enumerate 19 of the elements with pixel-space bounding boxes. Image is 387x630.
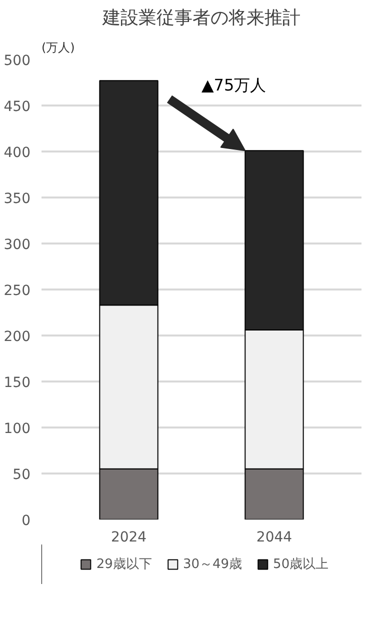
annotation: ▲75万人 — [202, 75, 266, 94]
y-tick-label: 450 — [4, 99, 31, 115]
legend-label: 30～49歳 — [182, 556, 242, 573]
y-tick-label: 100 — [4, 421, 31, 437]
chart-title: 建設業従事者の将来推計 — [102, 8, 300, 28]
y-tick-label: 500 — [4, 53, 31, 69]
y-tick-label: 350 — [4, 191, 31, 207]
legend-label: 29歳以下 — [96, 556, 152, 573]
legend-label: 50歳以上 — [273, 556, 329, 573]
x-tick-label: 2044 — [256, 530, 292, 546]
y-tick-label: 0 — [22, 513, 31, 529]
y-tick-label: 250 — [4, 283, 31, 299]
x-tick-label: 2024 — [110, 530, 147, 546]
y-tick-label: 300 — [4, 237, 31, 253]
y-tick-label: 50 — [12, 467, 31, 483]
y-tick-label: 150 — [4, 375, 31, 391]
y-axis-title: (万人) — [42, 40, 75, 54]
y-tick-label: 200 — [4, 329, 31, 345]
y-tick-label: 400 — [4, 145, 31, 161]
